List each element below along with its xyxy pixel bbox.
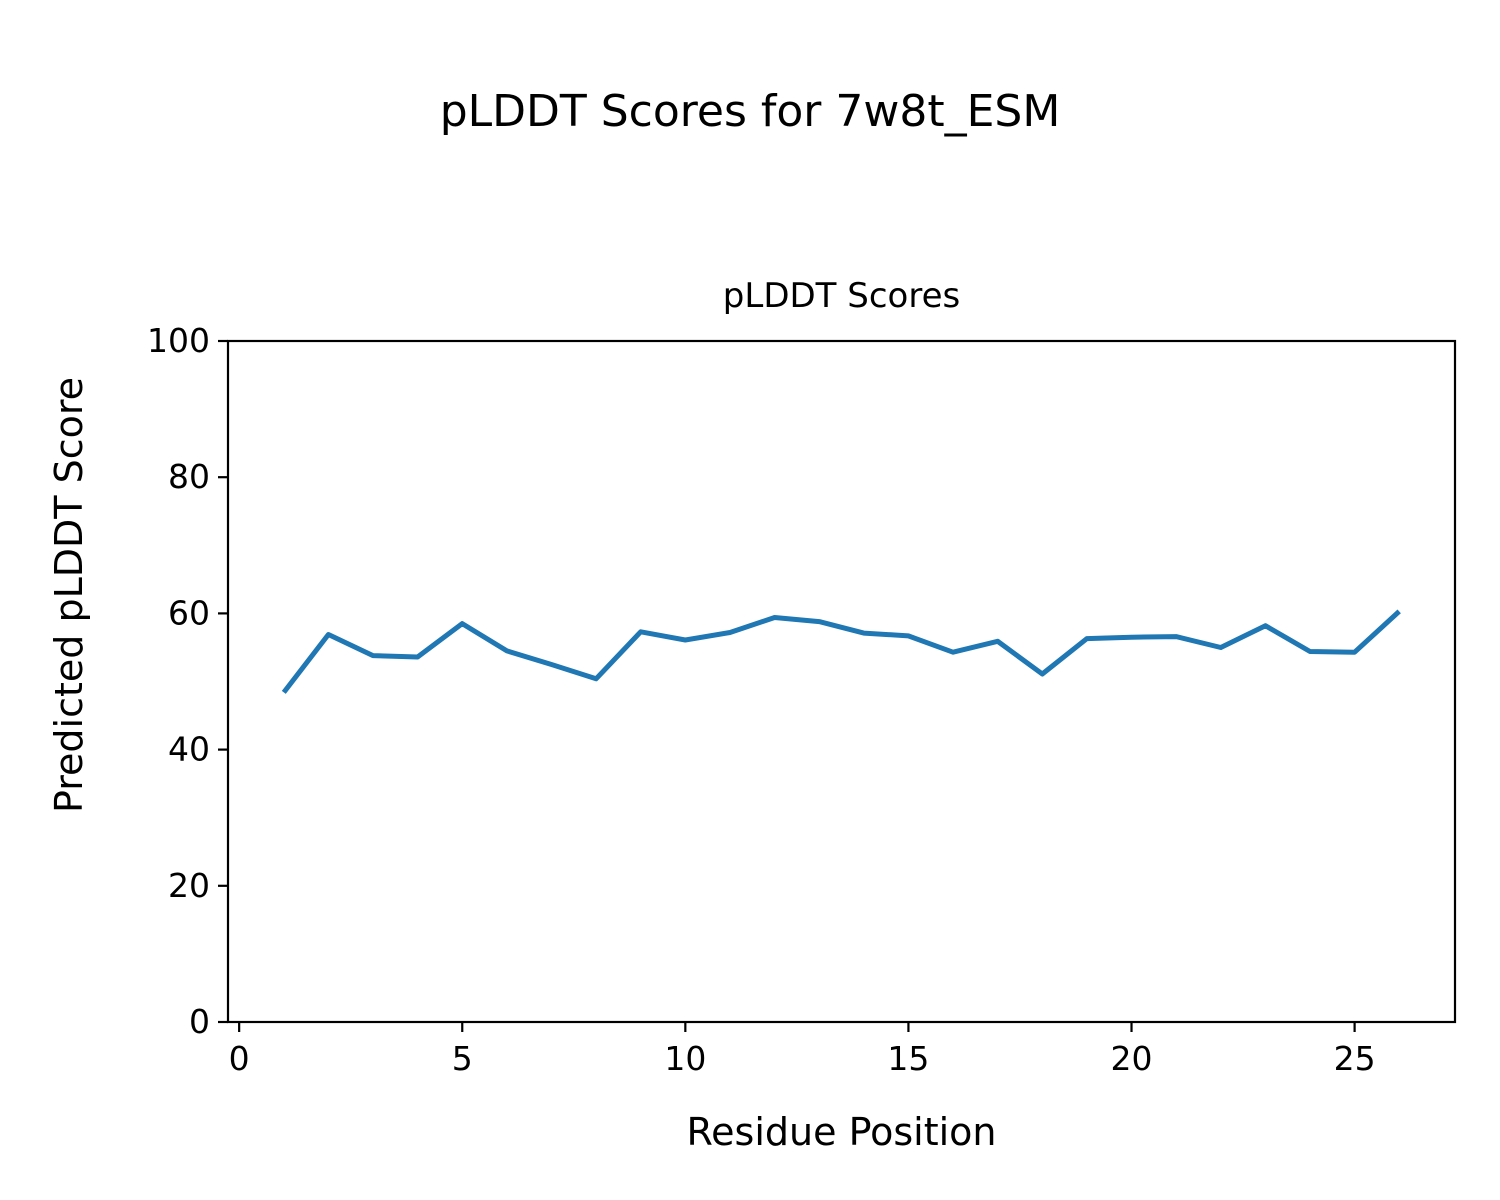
plddt-score-line	[281, 609, 1401, 694]
x-tick-label: 20	[1111, 1039, 1153, 1078]
y-tick-label: 0	[189, 1002, 210, 1041]
x-tick-label: 15	[887, 1039, 929, 1078]
y-tick-label: 60	[168, 593, 210, 632]
y-tick-label: 40	[168, 730, 210, 769]
y-tick-label: 80	[168, 457, 210, 496]
y-axis-label: Predicted pLDDT Score	[47, 377, 92, 813]
y-tick-label: 20	[168, 866, 210, 905]
chart-title: pLDDT Scores	[722, 276, 961, 316]
x-axis-label: Residue Position	[686, 1110, 997, 1154]
figure-title: pLDDT Scores for 7w8t_ESM	[439, 86, 1061, 137]
y-tick-label: 100	[147, 321, 210, 360]
axes-spines	[226, 339, 1457, 1024]
x-tick-label: 0	[229, 1039, 250, 1078]
x-tick-label: 5	[452, 1039, 473, 1078]
x-tick-label: 10	[664, 1039, 706, 1078]
x-tick-label: 25	[1334, 1039, 1376, 1078]
